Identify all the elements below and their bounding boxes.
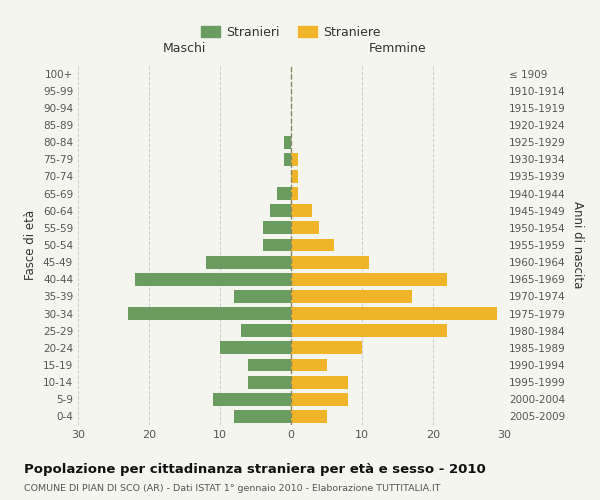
Bar	[291, 342, 362, 354]
Bar	[291, 187, 298, 200]
Bar	[291, 222, 319, 234]
Bar	[248, 376, 291, 388]
Bar	[284, 136, 291, 148]
Bar	[291, 358, 326, 372]
Bar	[291, 273, 447, 285]
Bar	[241, 324, 291, 337]
Bar	[291, 256, 369, 268]
Bar	[291, 410, 326, 423]
Bar	[284, 153, 291, 166]
Bar	[277, 187, 291, 200]
Bar	[291, 324, 447, 337]
Text: Maschi: Maschi	[163, 42, 206, 54]
Text: COMUNE DI PIAN DI SCO (AR) - Dati ISTAT 1° gennaio 2010 - Elaborazione TUTTITALI: COMUNE DI PIAN DI SCO (AR) - Dati ISTAT …	[24, 484, 440, 493]
Bar	[248, 358, 291, 372]
Legend: Stranieri, Straniere: Stranieri, Straniere	[196, 21, 386, 44]
Bar	[291, 376, 348, 388]
Y-axis label: Fasce di età: Fasce di età	[25, 210, 37, 280]
Bar	[234, 410, 291, 423]
Bar	[263, 222, 291, 234]
Bar	[220, 342, 291, 354]
Bar	[291, 290, 412, 303]
Text: Popolazione per cittadinanza straniera per età e sesso - 2010: Popolazione per cittadinanza straniera p…	[24, 462, 486, 475]
Y-axis label: Anni di nascita: Anni di nascita	[571, 202, 584, 288]
Bar	[135, 273, 291, 285]
Bar	[234, 290, 291, 303]
Bar	[213, 393, 291, 406]
Bar	[291, 238, 334, 252]
Bar	[270, 204, 291, 217]
Text: Femmine: Femmine	[368, 42, 427, 54]
Bar	[291, 307, 497, 320]
Bar	[263, 238, 291, 252]
Bar	[206, 256, 291, 268]
Bar	[128, 307, 291, 320]
Bar	[291, 204, 313, 217]
Bar	[291, 170, 298, 183]
Bar	[291, 393, 348, 406]
Bar	[291, 153, 298, 166]
